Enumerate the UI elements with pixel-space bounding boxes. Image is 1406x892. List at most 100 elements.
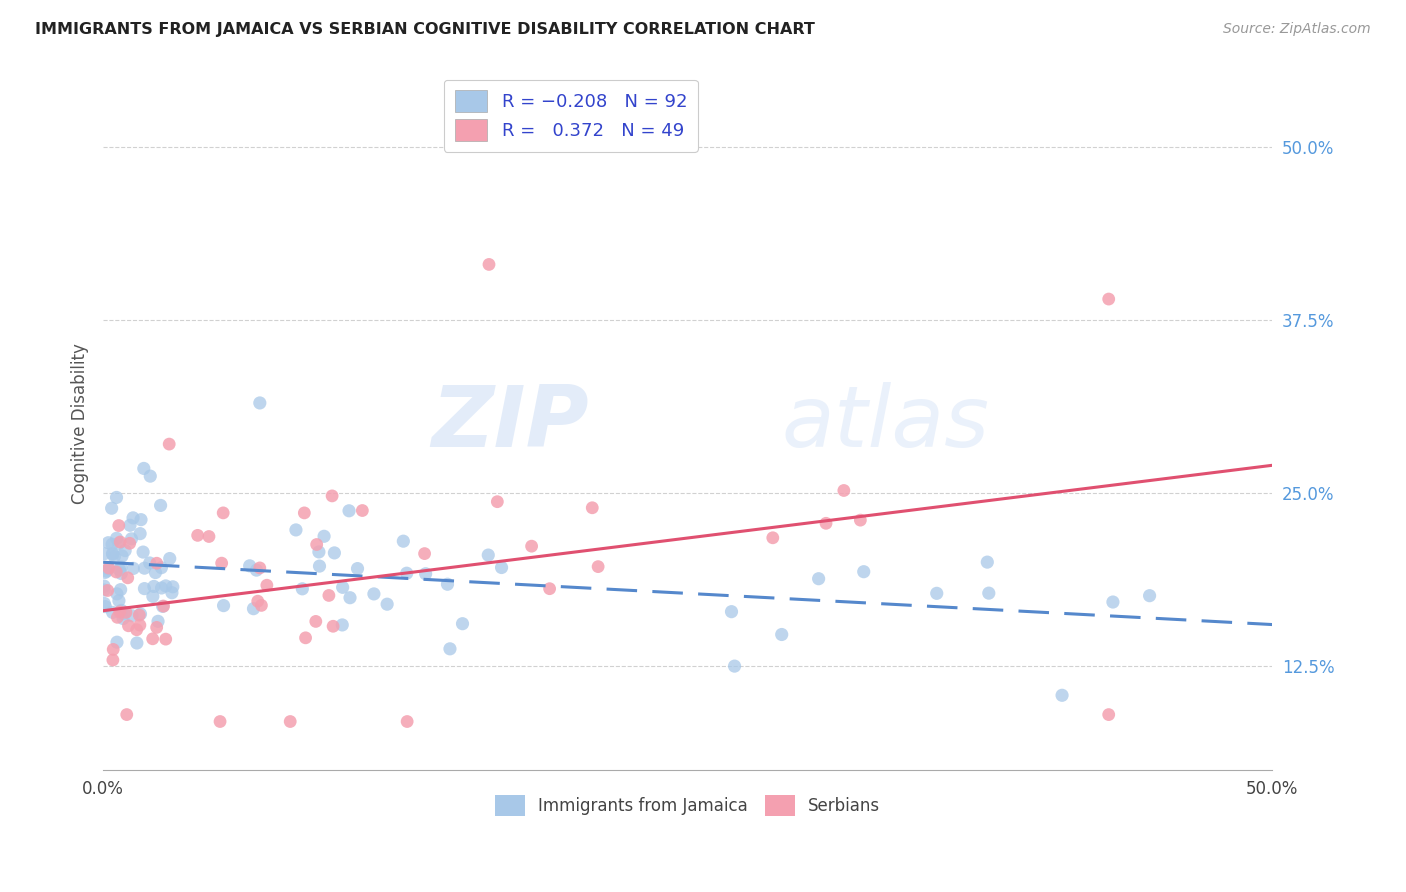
Point: [122, 511, 145, 525]
Point: [142, 632, 165, 646]
Point: [103, 642, 125, 657]
Point: [249, 561, 271, 575]
Point: [105, 610, 128, 624]
Point: [117, 619, 139, 633]
Point: [256, 578, 278, 592]
Point: [581, 500, 603, 515]
Point: [93, 597, 115, 611]
Point: [93, 582, 115, 597]
Point: [239, 558, 262, 573]
Point: [142, 590, 165, 604]
Point: [101, 606, 124, 620]
Point: [100, 501, 122, 516]
Point: [392, 534, 415, 549]
Point: [1139, 589, 1161, 603]
Point: [723, 790, 745, 805]
Point: [93, 579, 115, 593]
Point: [291, 582, 314, 596]
Point: [322, 619, 344, 633]
Point: [478, 257, 501, 271]
Point: [211, 556, 233, 570]
Point: [105, 491, 128, 505]
Point: [1102, 595, 1125, 609]
Point: [159, 551, 181, 566]
Point: [242, 601, 264, 615]
Text: ZIP: ZIP: [430, 382, 588, 466]
Point: [110, 560, 132, 574]
Point: [477, 548, 499, 562]
Point: [101, 547, 124, 561]
Point: [105, 587, 128, 601]
Legend: Immigrants from Jamaica, Serbians: Immigrants from Jamaica, Serbians: [486, 787, 889, 824]
Point: [134, 582, 156, 596]
Point: [101, 537, 124, 551]
Point: [94, 599, 117, 614]
Point: [312, 529, 335, 543]
Point: [278, 714, 301, 729]
Point: [150, 560, 173, 574]
Point: [105, 635, 128, 649]
Point: [436, 577, 458, 591]
Point: [415, 566, 437, 581]
Point: [284, 523, 307, 537]
Y-axis label: Cognitive Disability: Cognitive Disability: [72, 343, 89, 504]
Point: [976, 555, 998, 569]
Point: [346, 561, 368, 575]
Point: [977, 586, 1000, 600]
Point: [117, 571, 139, 585]
Point: [162, 580, 184, 594]
Point: [209, 714, 232, 729]
Point: [375, 597, 398, 611]
Point: [134, 561, 156, 575]
Point: [762, 531, 785, 545]
Point: [149, 499, 172, 513]
Point: [520, 539, 543, 553]
Point: [108, 605, 131, 619]
Text: IMMIGRANTS FROM JAMAICA VS SERBIAN COGNITIVE DISABILITY CORRELATION CHART: IMMIGRANTS FROM JAMAICA VS SERBIAN COGNI…: [35, 22, 815, 37]
Point: [94, 566, 117, 580]
Point: [250, 599, 273, 613]
Point: [145, 620, 167, 634]
Point: [339, 591, 361, 605]
Point: [152, 599, 174, 614]
Point: [110, 566, 132, 581]
Point: [451, 616, 474, 631]
Point: [305, 615, 328, 629]
Point: [198, 529, 221, 543]
Point: [128, 618, 150, 632]
Point: [115, 605, 138, 619]
Point: [352, 503, 374, 517]
Point: [294, 631, 316, 645]
Point: [439, 641, 461, 656]
Point: [121, 608, 143, 623]
Point: [105, 565, 128, 579]
Point: [108, 536, 131, 550]
Point: [1098, 292, 1121, 306]
Point: [246, 594, 269, 608]
Point: [108, 563, 131, 577]
Point: [318, 589, 340, 603]
Point: [128, 608, 150, 623]
Point: [155, 632, 177, 647]
Point: [157, 437, 180, 451]
Point: [110, 582, 132, 597]
Point: [112, 607, 135, 621]
Point: [720, 605, 742, 619]
Point: [807, 572, 830, 586]
Point: [770, 627, 793, 641]
Point: [1050, 688, 1073, 702]
Point: [138, 556, 160, 570]
Point: [308, 545, 330, 559]
Point: [413, 547, 436, 561]
Point: [122, 561, 145, 575]
Point: [125, 636, 148, 650]
Point: [332, 580, 354, 594]
Point: [292, 506, 315, 520]
Point: [925, 586, 948, 600]
Point: [101, 653, 124, 667]
Point: [308, 559, 330, 574]
Point: [145, 556, 167, 570]
Point: [330, 618, 353, 632]
Point: [103, 549, 125, 564]
Point: [97, 535, 120, 549]
